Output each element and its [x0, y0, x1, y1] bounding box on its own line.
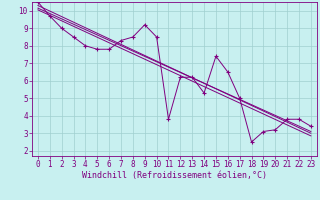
X-axis label: Windchill (Refroidissement éolien,°C): Windchill (Refroidissement éolien,°C): [82, 171, 267, 180]
